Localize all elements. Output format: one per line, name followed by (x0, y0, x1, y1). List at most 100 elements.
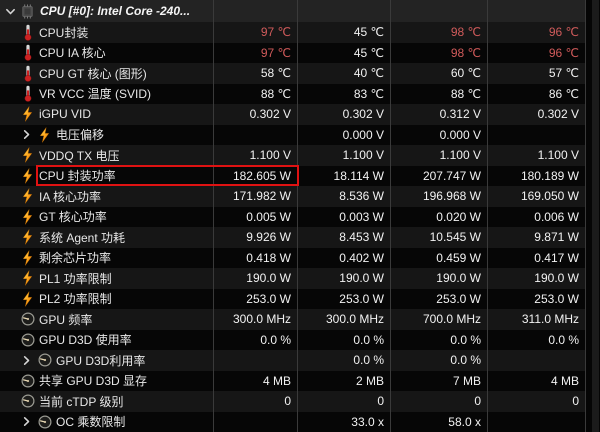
sensor-row[interactable]: GPU 频率 300.0 MHz 300.0 MHz 700.0 MHz 311.0 M… (0, 309, 586, 330)
sensor-label: CPU 封装功率 (39, 169, 116, 184)
sensor-label: GPU 频率 (39, 312, 93, 327)
value-current: 190.0 W (213, 268, 297, 289)
sensor-label-cell: iGPU VID (0, 104, 213, 125)
thermometer-icon (20, 45, 35, 61)
value-maximum: 0 (390, 391, 487, 412)
sensor-row[interactable]: CPU 封装功率 182.605 W 18.114 W 207.747 W 180.18… (0, 165, 586, 186)
sensor-row[interactable]: 当前 cTDP 级别 0 0 0 0 (0, 391, 586, 412)
value-current (213, 124, 297, 145)
value-average (487, 350, 586, 371)
chevron-right-icon[interactable] (20, 128, 33, 141)
value-minimum: 0.000 V (297, 124, 390, 145)
sensor-row[interactable]: PL1 功率限制 190.0 W 190.0 W 190.0 W 190.0 W (0, 268, 586, 289)
chevron-right-icon[interactable] (20, 415, 33, 428)
sensor-label: 电压偏移 (56, 128, 105, 143)
sensor-row[interactable]: VDDQ TX 电压 1.100 V 1.100 V 1.100 V 1.100 V (0, 145, 586, 166)
value-average: 4 MB (487, 370, 586, 391)
sensor-row[interactable]: VR VCC 温度 (SVID) 88 ℃ 83 ℃ 88 ℃ 86 ℃ (0, 83, 586, 104)
value-current: 88 ℃ (213, 83, 297, 104)
sensor-label: iGPU VID (39, 107, 92, 122)
sensor-row[interactable]: GT 核心功率 0.005 W 0.003 W 0.020 W 0.006 W (0, 206, 586, 227)
value-current: 0.302 V (213, 104, 297, 125)
sensor-label: VR VCC 温度 (SVID) (39, 87, 152, 102)
sensor-group-header[interactable]: CPU [#0]: Intel Core -240... (0, 0, 586, 22)
value-current: 300.0 MHz (213, 309, 297, 330)
sensor-row[interactable]: 共享 GPU D3D 显存 4 MB 2 MB 7 MB 4 MB (0, 370, 586, 392)
sensor-label: 当前 cTDP 级别 (39, 394, 124, 409)
sensor-label: 系统 Agent 功耗 (39, 230, 126, 245)
thermometer-icon (20, 24, 35, 41)
value-average: 0.417 W (487, 247, 586, 268)
sensor-row[interactable]: OC 乘数限制 33.0 x 58.0 x (0, 411, 586, 432)
sensor-label: 共享 GPU D3D 显存 (39, 374, 148, 389)
value-average: 190.0 W (487, 268, 586, 289)
sensor-label-cell: 剩余芯片功率 (0, 248, 213, 269)
sensor-label: GT 核心功率 (39, 210, 107, 225)
value-average: 180.189 W (487, 165, 586, 186)
scrollbar-thumb[interactable] (592, 0, 599, 432)
sensor-label-cell: 系统 Agent 功耗 (0, 227, 213, 248)
value-average: 0.006 W (487, 206, 586, 227)
header-cell-current (213, 0, 297, 22)
sensor-label-cell: CPU封装 (0, 22, 213, 43)
sensor-label: PL2 功率限制 (39, 292, 112, 307)
lightning-icon (20, 270, 35, 286)
value-average: 96 ℃ (487, 22, 586, 43)
value-minimum: 0.0 % (297, 350, 390, 371)
sensor-label: 剩余芯片功率 (39, 251, 112, 266)
sensor-label-cell: CPU GT 核心 (图形) (0, 63, 213, 84)
sensor-row[interactable]: IA 核心功率 171.982 W 8.536 W 196.968 W 169.050 … (0, 186, 586, 207)
value-average (487, 124, 586, 145)
sensor-label-cell: 共享 GPU D3D 显存 (0, 371, 213, 392)
value-average: 169.050 W (487, 186, 586, 207)
sensor-row[interactable]: GPU D3D利用率 0.0 % 0.0 % (0, 350, 586, 371)
value-maximum: 253.0 W (390, 288, 487, 309)
sensor-label-cell: 当前 cTDP 级别 (0, 391, 213, 412)
value-maximum: 190.0 W (390, 268, 487, 289)
sensor-label: GPU D3D 使用率 (39, 333, 132, 348)
sensor-label: GPU D3D利用率 (56, 353, 146, 368)
vertical-scrollbar[interactable] (586, 0, 600, 432)
lightning-icon (20, 209, 35, 225)
sensor-row[interactable]: GPU D3D 使用率 0.0 % 0.0 % 0.0 % 0.0 % (0, 329, 586, 350)
value-minimum: 0.003 W (297, 206, 390, 227)
sensor-row[interactable]: CPU封装 97 ℃ 45 ℃ 98 ℃ 96 ℃ (0, 22, 586, 43)
sensor-row[interactable]: iGPU VID 0.302 V 0.302 V 0.312 V 0.302 V (0, 104, 586, 125)
value-maximum: 207.747 W (390, 165, 487, 186)
gauge-icon (37, 414, 52, 430)
value-current: 182.605 W (213, 165, 297, 186)
thermometer-icon (20, 86, 35, 102)
value-minimum: 45 ℃ (297, 22, 390, 43)
lightning-icon (20, 168, 35, 184)
value-current: 97 ℃ (213, 22, 297, 43)
value-minimum: 83 ℃ (297, 83, 390, 104)
sensor-row[interactable]: CPU IA 核心 97 ℃ 45 ℃ 98 ℃ 96 ℃ (0, 42, 586, 64)
sensor-label: OC 乘数限制 (56, 415, 126, 430)
sensor-row[interactable]: 剩余芯片功率 0.418 W 0.402 W 0.459 W 0.417 W (0, 247, 586, 269)
value-maximum: 1.100 V (390, 145, 487, 166)
sensor-label-cell: VDDQ TX 电压 (0, 145, 213, 166)
value-minimum: 0.302 V (297, 104, 390, 125)
value-maximum: 10.545 W (390, 227, 487, 248)
value-average: 0.302 V (487, 104, 586, 125)
value-current: 97 ℃ (213, 42, 297, 63)
value-maximum: 0.000 V (390, 124, 487, 145)
sensor-label: PL1 功率限制 (39, 271, 112, 286)
value-minimum: 1.100 V (297, 145, 390, 166)
sensor-row[interactable]: PL2 功率限制 253.0 W 253.0 W 253.0 W 253.0 W (0, 288, 586, 309)
sensor-row[interactable]: CPU GT 核心 (图形) 58 ℃ 40 ℃ 60 ℃ 57 ℃ (0, 63, 586, 84)
sensor-label-cell: CPU IA 核心 (0, 43, 213, 64)
header-cell-minimum (297, 0, 390, 22)
lightning-icon (20, 291, 35, 307)
lightning-icon (20, 106, 35, 122)
sensor-label: CPU IA 核心 (39, 46, 106, 61)
sensor-row[interactable]: 系统 Agent 功耗 9.926 W 8.453 W 10.545 W 9.871 W (0, 227, 586, 248)
value-maximum: 98 ℃ (390, 22, 487, 43)
value-maximum: 0.020 W (390, 206, 487, 227)
sensor-label: VDDQ TX 电压 (39, 148, 120, 163)
chevron-right-icon[interactable] (20, 354, 33, 367)
value-current: 0.0 % (213, 329, 297, 350)
sensor-row[interactable]: 电压偏移 0.000 V 0.000 V (0, 124, 586, 145)
chevron-down-icon[interactable] (4, 5, 17, 18)
value-current: 9.926 W (213, 227, 297, 248)
